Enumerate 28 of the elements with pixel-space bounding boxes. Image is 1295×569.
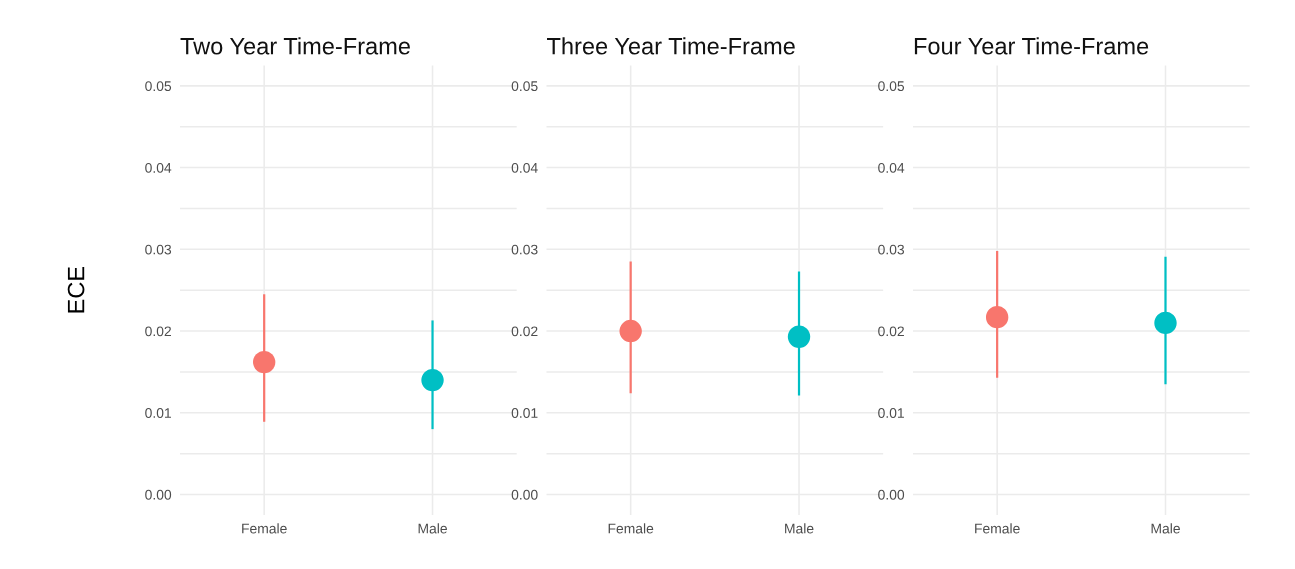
x-tick-label: Female xyxy=(608,523,654,534)
y-tick-label: 0.02 xyxy=(511,326,538,337)
y-tick-label: 0.01 xyxy=(145,408,171,418)
y-tick-label: 0.03 xyxy=(511,244,538,255)
y-tick-label: 0.05 xyxy=(511,81,538,92)
y-tick-label: 0.03 xyxy=(145,244,172,255)
x-tick-label: Male xyxy=(1151,523,1180,534)
chart-title: Four Year Time-Frame xyxy=(914,37,1149,55)
chart-title: Two Year Time-Frame xyxy=(180,37,410,55)
y-tick-label: 0.05 xyxy=(145,81,172,92)
y-tick-label: 0.04 xyxy=(878,162,905,173)
y-tick-label: 0.02 xyxy=(145,326,171,337)
y-tick-label: 0.02 xyxy=(878,326,904,337)
y-tick-label: 0.00 xyxy=(145,489,172,500)
y-tick-label: 0.03 xyxy=(878,244,905,255)
chart-title: Three Year Time-Frame xyxy=(547,37,795,55)
x-tick-label: Male xyxy=(418,523,447,534)
y-tick-label: 0.04 xyxy=(145,162,172,173)
y-tick-label: 0.00 xyxy=(878,489,905,500)
y-tick-label: 0.05 xyxy=(878,81,905,92)
x-tick-label: Female xyxy=(975,523,1020,534)
y-tick-label: 0.00 xyxy=(511,489,538,500)
y-tick-label: 0.01 xyxy=(511,408,538,418)
y-axis-title: ECE xyxy=(67,266,85,313)
y-tick-label: 0.01 xyxy=(878,408,904,418)
x-tick-label: Male xyxy=(785,523,814,534)
x-tick-label: Female xyxy=(242,523,287,534)
y-tick-label: 0.04 xyxy=(511,162,538,173)
